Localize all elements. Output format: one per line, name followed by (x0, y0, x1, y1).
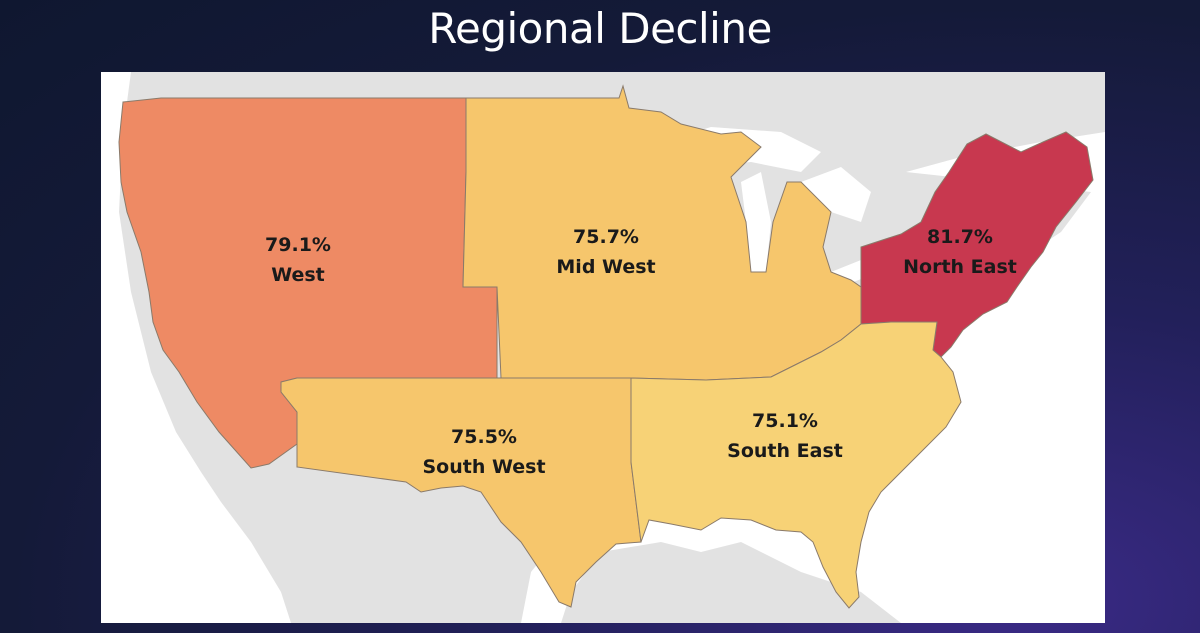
region-name-midwest: Mid West (556, 256, 656, 278)
region-value-southeast: 75.1% (752, 410, 818, 432)
region-value-west: 79.1% (265, 234, 331, 256)
region-label-northeast: 81.7% North East (903, 222, 1017, 282)
region-label-midwest: 75.7% Mid West (556, 222, 655, 282)
region-name-northeast: North East (903, 256, 1017, 278)
region-label-southeast: 75.1% South East (727, 406, 843, 466)
atlantic-and-gulf (521, 132, 1105, 623)
region-name-west: West (271, 264, 325, 286)
region-value-northeast: 81.7% (927, 226, 993, 248)
page-title: Regional Decline (428, 4, 772, 53)
pacific-ocean (101, 72, 291, 623)
region-label-southwest: 75.5% South West (422, 422, 545, 482)
region-name-southeast: South East (727, 440, 843, 462)
lake-huron (801, 167, 871, 222)
region-name-southwest: South West (422, 456, 546, 478)
region-southeast[interactable] (630, 321, 962, 609)
region-value-southwest: 75.5% (451, 426, 517, 448)
region-value-midwest: 75.7% (573, 226, 639, 248)
map-canvas (101, 72, 1105, 623)
region-label-west: 79.1% West (265, 230, 331, 290)
us-region-map: 79.1% West 75.7% Mid West 81.7% North Ea… (101, 72, 1105, 623)
